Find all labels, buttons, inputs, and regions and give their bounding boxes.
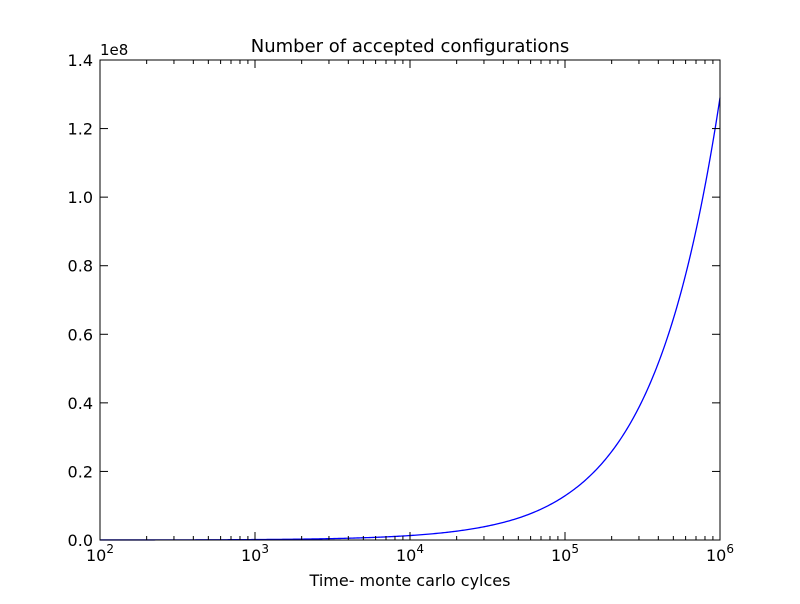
- x-tick-label-base: 10: [396, 546, 416, 565]
- x-tick-label-base: 10: [241, 546, 261, 565]
- x-tick-label-base: 10: [706, 546, 726, 565]
- x-tick-label-exponent: 2: [106, 542, 114, 556]
- x-axis-label: Time- monte carlo cylces: [309, 571, 511, 590]
- x-tick-label-base: 10: [86, 546, 106, 565]
- x-tick-label-exponent: 6: [726, 542, 734, 556]
- chart-title: Number of accepted configurations: [251, 36, 569, 57]
- y-tick-label: 0.0: [68, 531, 93, 550]
- x-tick-label-base: 10: [551, 546, 571, 565]
- plot-area-frame: [99, 59, 721, 541]
- x-tick-label: 105: [551, 542, 579, 565]
- x-tick-label-exponent: 5: [571, 542, 579, 556]
- y-tick-label: 0.4: [68, 394, 93, 413]
- x-tick-label-exponent: 3: [261, 542, 269, 556]
- y-tick-label: 1.4: [68, 51, 93, 70]
- x-tick-label: 103: [241, 542, 269, 565]
- x-tick-label: 106: [706, 542, 734, 565]
- x-tick-label-exponent: 4: [416, 542, 424, 556]
- y-tick-label: 1.0: [68, 188, 93, 207]
- y-tick-label: 0.6: [68, 325, 93, 344]
- y-axis-multiplier-label: 1e8: [100, 41, 128, 59]
- x-tick-label: 102: [86, 542, 114, 565]
- y-tick-label: 0.8: [68, 257, 93, 276]
- y-tick-label: 0.2: [68, 462, 93, 481]
- x-tick-label: 104: [396, 542, 424, 565]
- y-tick-label: 1.2: [68, 120, 93, 139]
